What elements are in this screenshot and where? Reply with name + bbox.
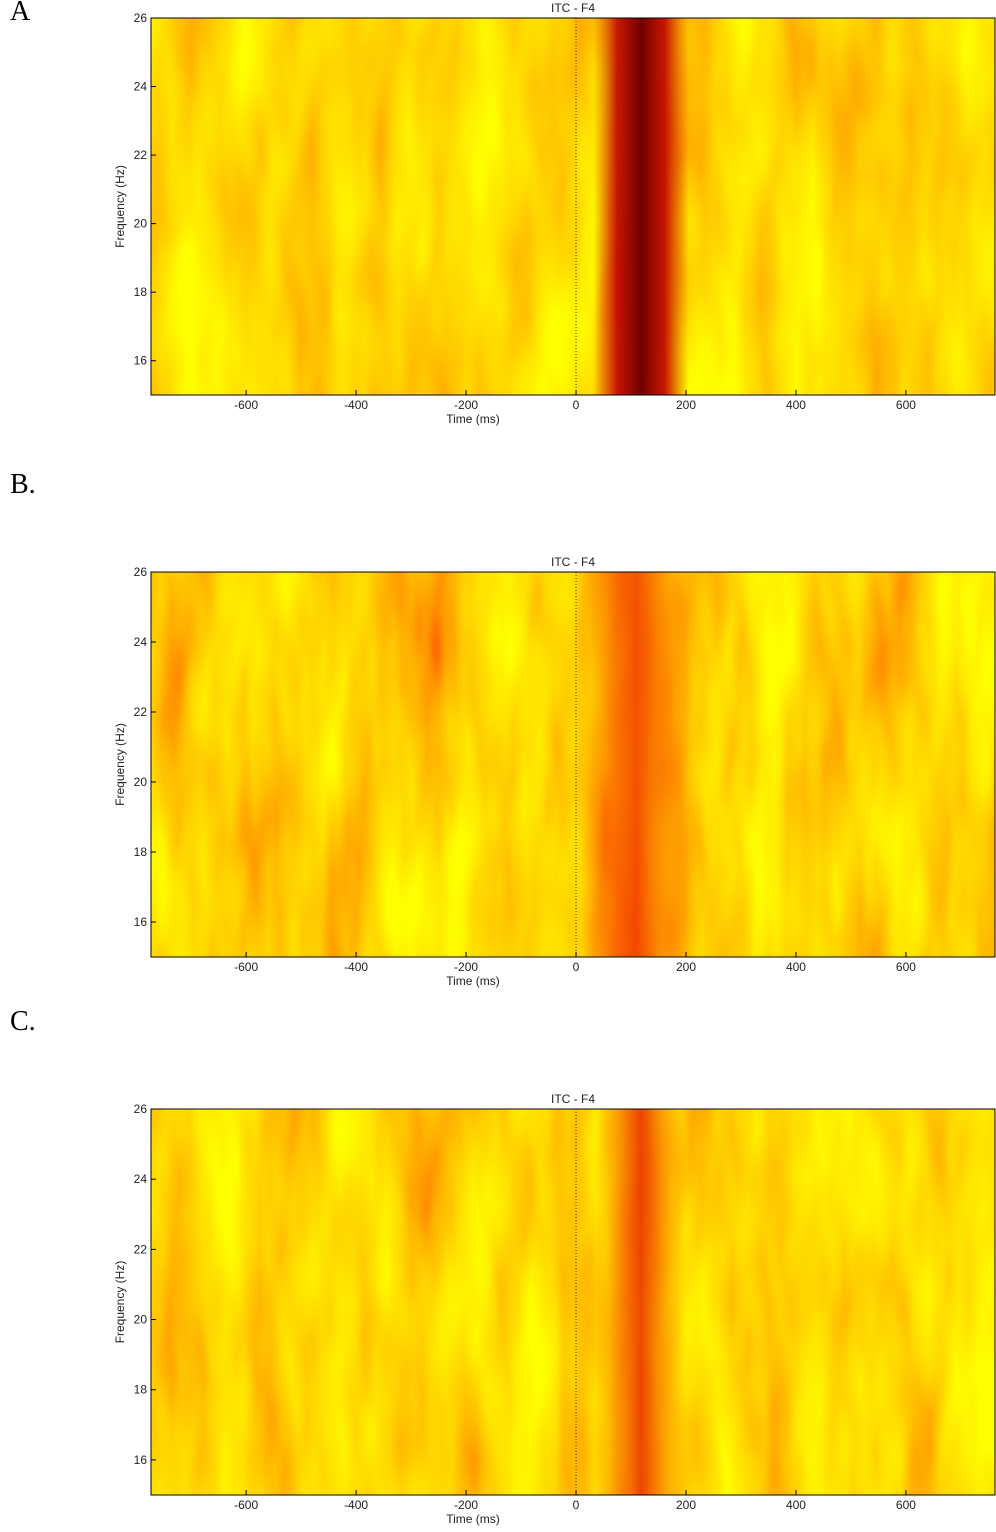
x-tick-label: 0 bbox=[573, 1498, 580, 1512]
y-tick-label: 16 bbox=[134, 915, 148, 929]
heatmap-band bbox=[593, 18, 689, 395]
x-tick-label: 400 bbox=[786, 398, 806, 412]
y-axis-label: Frequency (Hz) bbox=[113, 165, 127, 248]
panel-label: A bbox=[10, 0, 31, 27]
y-tick-label: 26 bbox=[134, 11, 148, 25]
y-tick-label: 26 bbox=[134, 1102, 148, 1116]
x-tick-label: -400 bbox=[344, 398, 368, 412]
chart-title: ITC - F4 bbox=[551, 1, 595, 15]
y-tick-label: 22 bbox=[134, 1242, 148, 1256]
x-tick-label: 400 bbox=[786, 1498, 806, 1512]
y-axis-label: Frequency (Hz) bbox=[113, 723, 127, 806]
y-tick-label: 20 bbox=[134, 217, 148, 231]
x-tick-label: -600 bbox=[234, 1498, 258, 1512]
x-tick-label: 400 bbox=[786, 960, 806, 974]
x-tick-label: -200 bbox=[454, 1498, 478, 1512]
y-tick-label: 24 bbox=[134, 1172, 148, 1186]
y-tick-label: 16 bbox=[134, 354, 148, 368]
axes-frame bbox=[150, 1108, 996, 1496]
x-tick-label: 600 bbox=[896, 1498, 916, 1512]
x-axis-label: Time (ms) bbox=[446, 1512, 500, 1526]
y-axis-label: Frequency (Hz) bbox=[113, 1261, 127, 1344]
y-tick-label: 22 bbox=[134, 148, 148, 162]
y-tick-label: 20 bbox=[134, 1313, 148, 1327]
x-tick-label: -200 bbox=[454, 398, 478, 412]
x-tick-label: -200 bbox=[454, 960, 478, 974]
x-tick-label: 600 bbox=[896, 398, 916, 412]
y-tick-label: 26 bbox=[134, 565, 148, 579]
y-tick-label: 24 bbox=[134, 635, 148, 649]
panel-label: B. bbox=[10, 469, 36, 500]
chart-title: ITC - F4 bbox=[551, 555, 595, 569]
x-tick-label: -400 bbox=[344, 1498, 368, 1512]
heatmap-field bbox=[151, 572, 995, 957]
x-axis-label: Time (ms) bbox=[446, 412, 500, 426]
axes-frame bbox=[150, 17, 996, 396]
x-tick-label: 200 bbox=[676, 1498, 696, 1512]
x-tick-label: -400 bbox=[344, 960, 368, 974]
y-tick-label: 18 bbox=[134, 845, 148, 859]
x-tick-label: -600 bbox=[234, 398, 258, 412]
x-tick-label: 0 bbox=[573, 960, 580, 974]
x-tick-label: 200 bbox=[676, 398, 696, 412]
x-tick-label: 600 bbox=[896, 960, 916, 974]
x-axis-label: Time (ms) bbox=[446, 974, 500, 988]
chart-title: ITC - F4 bbox=[551, 1092, 595, 1106]
panel-label: C. bbox=[10, 1006, 36, 1037]
heatmap-band bbox=[596, 1109, 687, 1495]
axes-frame bbox=[150, 571, 996, 958]
heatmap-field bbox=[151, 18, 995, 395]
y-tick-label: 22 bbox=[134, 705, 148, 719]
heatmap-band bbox=[576, 572, 697, 957]
x-tick-label: -600 bbox=[234, 960, 258, 974]
x-tick-label: 200 bbox=[676, 960, 696, 974]
y-tick-label: 20 bbox=[134, 775, 148, 789]
y-tick-label: 18 bbox=[134, 1383, 148, 1397]
y-tick-label: 18 bbox=[134, 285, 148, 299]
y-tick-label: 16 bbox=[134, 1453, 148, 1467]
x-tick-label: 0 bbox=[573, 398, 580, 412]
y-tick-label: 24 bbox=[134, 80, 148, 94]
heatmap-field bbox=[151, 1109, 995, 1495]
